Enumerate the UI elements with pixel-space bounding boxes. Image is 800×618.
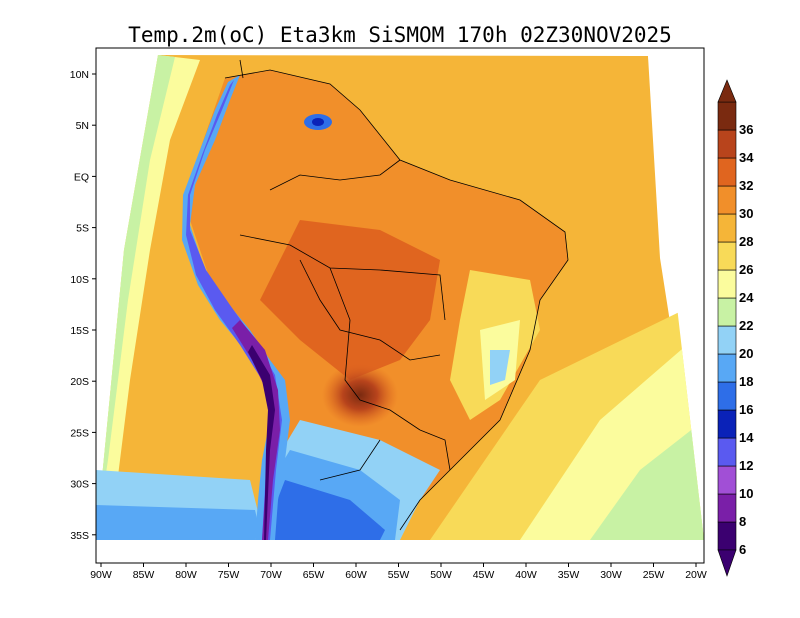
latitude-tick-label: 15S — [70, 325, 89, 337]
map-frame — [95, 47, 705, 564]
latitude-tick-label: 30S — [70, 479, 89, 491]
longitude-axis: 90W 85W 80W 75W 70W 65W 60W 55W 50W 45W 40W 35W 30W 2… — [90, 563, 707, 581]
latitude-tick-label: EQ — [74, 171, 89, 183]
colorbar-swatch — [717, 493, 737, 523]
longitude-tick-label: 20W — [685, 569, 707, 581]
colorbar-swatch — [717, 325, 737, 355]
latitude-tick-label: 5S — [76, 223, 89, 235]
colorbar-label: 30 — [739, 206, 753, 221]
latitude-tick-label: 25S — [70, 427, 89, 439]
longitude-tick-label: 75W — [218, 569, 240, 581]
colorbar-min-arrow — [717, 549, 737, 577]
longitude-tick-label: 60W — [345, 569, 367, 581]
longitude-tick-label: 55W — [388, 569, 410, 581]
longitude-tick-label: 45W — [473, 569, 495, 581]
colorbar-swatch — [717, 185, 737, 215]
political-boundaries — [224, 59, 569, 531]
colorbar-swatch — [717, 353, 737, 383]
colorbar-label: 26 — [739, 262, 753, 277]
colorbar-swatch — [717, 213, 737, 243]
colorbar-label: 28 — [739, 234, 753, 249]
colorbar-label: 18 — [739, 374, 753, 389]
colorbar-label: 24 — [739, 290, 754, 305]
colorbar-label: 8 — [739, 514, 746, 529]
latitude-axis: 10N 5N EQ 5S 10S 15S 20S 25S 30S 35S — [70, 69, 96, 542]
longitude-tick-label: 30W — [600, 569, 622, 581]
colorbar-swatch — [717, 409, 737, 439]
latitude-tick-label: 10S — [70, 274, 89, 286]
colorbar-label: 32 — [739, 178, 753, 193]
colorbar-swatch — [717, 297, 737, 327]
colorbar-swatch — [717, 465, 737, 495]
longitude-tick-label: 40W — [515, 569, 537, 581]
colorbar-swatch — [717, 437, 737, 467]
longitude-tick-label: 90W — [90, 569, 112, 581]
colorbar-swatch — [717, 157, 737, 187]
longitude-tick-label: 70W — [260, 569, 282, 581]
colorbar-swatch — [717, 269, 737, 299]
longitude-tick-label: 25W — [643, 569, 665, 581]
colorbar-label: 36 — [739, 122, 753, 137]
longitude-tick-label: 65W — [303, 569, 325, 581]
colorbar-label: 22 — [739, 318, 753, 333]
colorbar-label: 14 — [739, 430, 754, 445]
colorbar-label: 16 — [739, 402, 753, 417]
colorbar-label: 6 — [739, 542, 746, 557]
colorbar-max-arrow — [717, 79, 737, 103]
colorbar-swatch — [717, 241, 737, 271]
colorbar-swatch — [717, 129, 737, 159]
colorbar-label: 12 — [739, 458, 753, 473]
colorbar-swatch — [717, 521, 737, 551]
map-title: Temp.2m(oC) Eta3km SiSMOM 170h 02Z30NOV2… — [128, 23, 672, 47]
latitude-tick-label: 35S — [70, 530, 89, 542]
colorbar-swatch — [717, 101, 737, 131]
longitude-tick-label: 85W — [133, 569, 155, 581]
longitude-tick-label: 80W — [175, 569, 197, 581]
latitude-tick-label: 20S — [70, 376, 89, 388]
latitude-tick-label: 5N — [76, 120, 89, 132]
longitude-tick-label: 50W — [430, 569, 452, 581]
colorbar-swatch — [717, 381, 737, 411]
temperature-colorbar: 6 8 10 12 14 16 18 20 22 24 26 28 30 32 34 36 — [717, 79, 754, 577]
colorbar-label: 10 — [739, 486, 753, 501]
temperature-field — [96, 55, 704, 540]
colorbar-label: 20 — [739, 346, 753, 361]
latitude-tick-label: 10N — [70, 69, 89, 81]
colorbar-label: 34 — [739, 150, 754, 165]
longitude-tick-label: 35W — [558, 569, 580, 581]
